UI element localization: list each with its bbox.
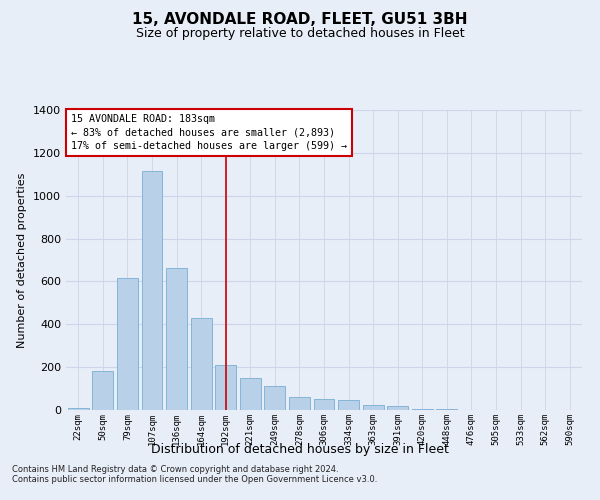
Text: 15 AVONDALE ROAD: 183sqm
← 83% of detached houses are smaller (2,893)
17% of sem: 15 AVONDALE ROAD: 183sqm ← 83% of detach…	[71, 114, 347, 151]
Bar	[215, 365, 236, 410]
Bar	[289, 397, 310, 410]
Bar	[265, 386, 286, 410]
Bar	[338, 400, 359, 410]
Bar	[166, 268, 187, 410]
Text: Size of property relative to detached houses in Fleet: Size of property relative to detached ho…	[136, 28, 464, 40]
Text: Contains HM Land Registry data © Crown copyright and database right 2024.: Contains HM Land Registry data © Crown c…	[12, 466, 338, 474]
Text: 15, AVONDALE ROAD, FLEET, GU51 3BH: 15, AVONDALE ROAD, FLEET, GU51 3BH	[132, 12, 468, 28]
Bar	[362, 404, 383, 410]
Bar	[68, 408, 89, 410]
Bar	[314, 400, 334, 410]
Bar	[142, 171, 163, 410]
Text: Distribution of detached houses by size in Fleet: Distribution of detached houses by size …	[151, 442, 449, 456]
Bar	[387, 406, 408, 410]
Bar	[117, 278, 138, 410]
Bar	[240, 378, 261, 410]
Bar	[412, 409, 433, 410]
Y-axis label: Number of detached properties: Number of detached properties	[17, 172, 28, 348]
Bar	[436, 409, 457, 410]
Text: Contains public sector information licensed under the Open Government Licence v3: Contains public sector information licen…	[12, 476, 377, 484]
Bar	[92, 372, 113, 410]
Bar	[191, 318, 212, 410]
